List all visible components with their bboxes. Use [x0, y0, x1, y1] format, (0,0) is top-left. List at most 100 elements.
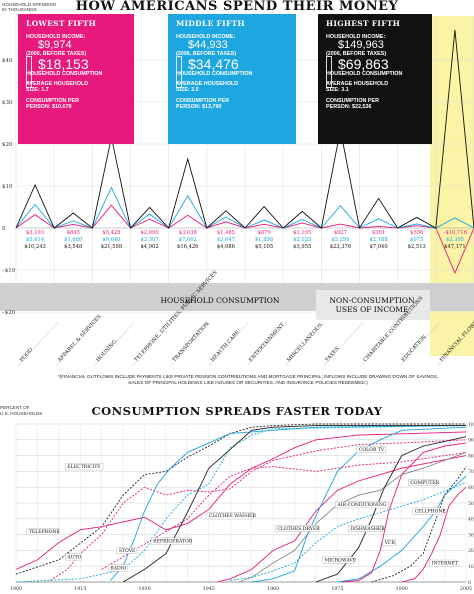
panel-heading: HIGHEST FIFTH [326, 19, 401, 28]
category-stripe [17, 321, 59, 367]
top-y-ticks: $40 $30 $20 $10 0 –$10 –$20 [2, 58, 16, 316]
series-label: AIR-CONDITIONING [336, 502, 386, 508]
value-cell: $927 [334, 230, 347, 236]
footnote-line2: SALES OF PRINCIPAL HOLDINGS LIKE HOUSES … [128, 380, 368, 386]
bottom-series-labels: ELECTRICITY TELEPHONE AUTO RADIO STOVE REFRIG… [26, 446, 459, 572]
category-stripe [170, 321, 211, 367]
bottom-y-tick-label: 50 [468, 501, 474, 507]
bottom-y-axis-label: PERCENT OF U.S. HOUSEHOLDS [0, 405, 42, 416]
bottom-y-tick-label: 100 [468, 422, 474, 428]
series-label: MICROWAVE [325, 557, 357, 563]
value-cell: $1,898 [255, 237, 273, 243]
series-label-box [382, 539, 396, 547]
bottom-x-tick-label: 2005 [460, 586, 472, 592]
value-cell: $47,171 [444, 244, 465, 250]
category-stripe [323, 321, 364, 367]
panel-income-label: HOUSEHOLD INCOME: [326, 33, 386, 40]
series-label: CELLPHONE [415, 508, 446, 514]
panel-size-value: SIZE: 3.1 [326, 87, 349, 94]
value-cell: $2,395 [446, 237, 464, 243]
bottom-series-refrigerator [122, 425, 466, 583]
series-label: ELECTRICITY [67, 464, 101, 470]
series-label-box [65, 463, 104, 471]
series-label-box [429, 559, 459, 567]
panel-income-note: (2006, BEFORE TAXES) [176, 50, 237, 57]
value-cell: $845 [67, 230, 80, 236]
value-cell: $2,513 [408, 244, 426, 250]
panel-middle-fifth: MIDDLE FIFTH HOUSEHOLD INCOME: $44,933 (200… [168, 14, 296, 144]
value-cell: $556 [410, 230, 423, 236]
panel-heading: LOWEST FIFTH [26, 19, 96, 28]
value-cell: –$10,716 [443, 230, 467, 236]
panel-consumption-label: HOUSEHOLD CONSUMPTION [176, 71, 253, 78]
value-cell: $3,548 [64, 244, 82, 250]
bottom-x-tick-label: 1945 [203, 586, 215, 592]
bottom-series-internet [401, 486, 467, 583]
series-label: REFRIGERATOR [153, 539, 193, 545]
series-label: COLOR TV [359, 447, 385, 453]
panel-income-value: $149,963 [338, 38, 384, 51]
series-label: STOVE [119, 548, 136, 554]
panel-highest-fifth: HIGHEST FIFTH HOUSEHOLD INCOME: $149,963 (2… [318, 14, 432, 144]
value-cell: $23,376 [330, 244, 351, 250]
series-label-box [26, 528, 59, 536]
panel-bar-icon [176, 56, 182, 88]
panel-consumption-label: HOUSEHOLD CONSUMPTION [326, 71, 403, 78]
panel-size-label: AVERAGE HOUSEHOLD [176, 81, 239, 88]
value-cell: $5,299 [331, 237, 349, 243]
value-cell: $9,640 [102, 237, 120, 243]
panel-heading: MIDDLE FIFTH [176, 19, 245, 28]
value-cell: $3,955 [293, 244, 311, 250]
category-stripe [399, 321, 440, 367]
panel-consumption-value: $34,476 [188, 56, 239, 73]
band-nonconsumption-label-2: USES OF INCOME [336, 305, 409, 314]
panel-income-note: (2006, BEFORE TAXES) [326, 50, 387, 57]
panel-per-person-value: PERSON: $22,536 [326, 103, 372, 110]
bottom-series-electricity [15, 423, 466, 575]
bottom-chart-svg: 0 10 20 30 40 50 60 70 80 90 100 1900 1915 1930 1945 19… [10, 422, 474, 592]
series-label-box [412, 507, 445, 515]
value-cell: $3,038 [179, 230, 197, 236]
value-cell: $10,243 [24, 244, 45, 250]
category-label: HOUSING [95, 339, 118, 363]
value-cell: $1,195 [293, 230, 311, 236]
category-stripe [94, 321, 135, 367]
top-y-tick-label: $10 [2, 184, 13, 190]
top-y-tick-label: –$20 [2, 310, 16, 316]
bottom-x-tick-label: 1990 [396, 586, 408, 592]
value-cell: $3,307 [141, 237, 159, 243]
panel-per-person-value: PERSON: $13,790 [176, 103, 222, 110]
bottom-series-color-tv [251, 426, 467, 583]
bottom-x-tick-label: 1930 [138, 586, 150, 592]
value-cell: $1,485 [217, 230, 235, 236]
series-label-box [206, 512, 254, 520]
panel-income-value: $44,933 [188, 38, 228, 51]
panel-size-label: AVERAGE HOUSEHOLD [26, 81, 89, 88]
panel-size-value: SIZE: 2.5 [176, 87, 199, 94]
top-series-lines [15, 29, 474, 275]
category-label: EDUCATION [401, 334, 429, 364]
series-label-box [356, 446, 386, 453]
bottom-y-tick-label: 10 [468, 564, 474, 570]
value-cell: $879 [257, 230, 270, 236]
top-y-tick-label: $40 [2, 58, 13, 64]
bottom-x-tick-label: 1915 [74, 586, 86, 592]
category-stripe [208, 321, 250, 367]
value-cell: $2,188 [370, 237, 388, 243]
category-stripe [55, 321, 97, 367]
band-nonconsumption-label-1: NON-CONSUMPTION [329, 296, 415, 305]
footnote-line1: *(FINANCIAL OUTFLOWS INCLUDE PAYMENTS LI… [57, 374, 439, 379]
panel-income-label: HOUSEHOLD INCOME: [26, 33, 86, 40]
bottom-y-tick-label: 90 [468, 438, 474, 444]
bottom-y-tick-label: 40 [468, 517, 474, 523]
value-cell: $5,105 [255, 244, 273, 250]
top-y-tick-label: –$10 [2, 268, 16, 274]
value-cell: $3,193 [26, 230, 44, 236]
panel-income-label: HOUSEHOLD INCOME: [176, 33, 236, 40]
value-cell: $4,086 [217, 244, 235, 250]
bottom-y-tick-label: 30 [468, 532, 474, 538]
series-label: CLOTHES DRYER [277, 526, 320, 532]
series-label-box [108, 564, 128, 572]
value-cell: $2,028 [293, 237, 311, 243]
bottom-x-tick-label: 1960 [267, 586, 279, 592]
